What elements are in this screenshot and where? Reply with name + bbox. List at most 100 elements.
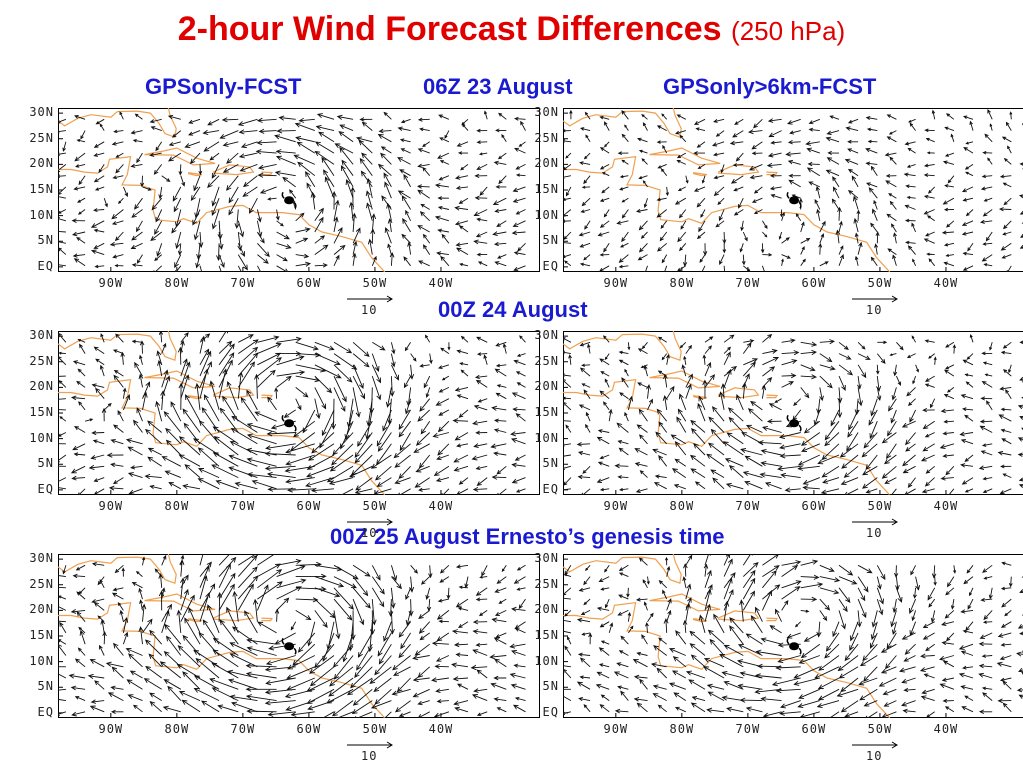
wind-vector [474, 195, 488, 201]
wind-vector [58, 671, 67, 679]
wind-vector [438, 409, 450, 416]
wind-vector [398, 621, 411, 638]
coastline [766, 171, 778, 176]
wind-vector [578, 587, 591, 592]
wind-vector [218, 231, 224, 250]
wind-vector [515, 209, 526, 215]
wind-vector [672, 656, 687, 668]
wind-vector [673, 692, 687, 701]
wind-vector [819, 353, 833, 363]
wind-vector [808, 118, 820, 125]
wind-vector [757, 440, 782, 446]
wind-vector [869, 421, 878, 440]
wind-vector [456, 443, 469, 448]
wind-vector [885, 174, 897, 178]
wind-vector [405, 587, 412, 601]
wind-vector [819, 598, 831, 611]
wind-vector [767, 118, 782, 123]
wind-vector [603, 335, 610, 343]
wind-vector [494, 609, 507, 616]
wind-vector [926, 215, 935, 222]
wind-vector [240, 397, 258, 422]
wind-vector [332, 711, 354, 718]
wind-vector [498, 112, 507, 120]
wind-vector [290, 432, 316, 452]
wind-vector [1001, 254, 1012, 259]
wind-vector [747, 129, 763, 135]
wind-vector [159, 661, 182, 679]
wind-vector [890, 223, 897, 233]
wind-vector [1003, 197, 1012, 206]
wind-vector [177, 645, 201, 668]
wind-vector [666, 609, 672, 622]
wind-vector [599, 621, 610, 628]
wind-vector [789, 130, 801, 135]
wind-vectors [58, 554, 526, 718]
wind-vector [603, 121, 610, 131]
wind-vector [245, 694, 277, 702]
wind-vector [781, 600, 789, 611]
wind-vector [673, 484, 686, 490]
wind-vector [77, 647, 86, 656]
wind-vector [515, 488, 526, 493]
wind-vector [604, 378, 610, 388]
wind-vector [115, 333, 124, 343]
wind-vector [578, 231, 591, 237]
wind-vector [391, 688, 411, 696]
wind-vector [960, 609, 974, 614]
wind-vector [435, 398, 450, 406]
wind-vector [111, 666, 124, 679]
wind-vector [939, 683, 955, 690]
wind-vector [870, 398, 878, 417]
wind-vector [371, 255, 377, 266]
wind-vector [460, 369, 469, 377]
wind-vector [377, 163, 392, 177]
wind-vector [516, 353, 526, 357]
wind-vector [494, 368, 507, 377]
wind-vector [707, 442, 725, 456]
wind-vector [981, 380, 993, 388]
wind-vector [744, 480, 763, 490]
wind-vector [93, 477, 105, 483]
wind-vector [859, 655, 878, 667]
wind-vector [1000, 464, 1012, 469]
wind-vector [581, 632, 591, 636]
wind-vector [661, 353, 668, 361]
wind-vector [453, 454, 469, 463]
wind-vector [742, 361, 756, 377]
wind-vector [76, 236, 86, 244]
wind-vector [826, 157, 840, 165]
wind-vector [216, 243, 222, 262]
wind-vector [982, 476, 993, 481]
wind-vector [760, 460, 782, 467]
wind-vector [401, 233, 411, 244]
wind-vector [852, 195, 859, 210]
wind-vector [701, 265, 706, 272]
wind-vector [861, 477, 878, 489]
wind-vector [981, 686, 993, 691]
wind-vector [246, 708, 277, 714]
wind-vector [396, 677, 411, 693]
wind-vector [178, 454, 201, 467]
wind-vector [677, 408, 687, 422]
wind-vector [198, 632, 220, 656]
wind-vector [352, 688, 373, 706]
wind-vector [713, 186, 725, 197]
wind-vector [732, 130, 744, 138]
wind-vector [743, 339, 755, 343]
wind-vector [276, 242, 292, 249]
wind-vector [907, 477, 916, 489]
wind-vector [306, 677, 335, 692]
wind-vector [863, 666, 878, 682]
wind-vector [563, 164, 572, 171]
wind-vector [58, 664, 66, 669]
wind-vector [378, 128, 392, 134]
wind-vector [77, 488, 86, 495]
wind-vector [987, 108, 993, 120]
x-tick-label: 50W [362, 722, 388, 736]
wind-vector [598, 265, 610, 272]
wind-vector [715, 220, 725, 228]
coastline [563, 108, 682, 139]
wind-vector [657, 163, 667, 169]
wind-vector [477, 261, 488, 267]
